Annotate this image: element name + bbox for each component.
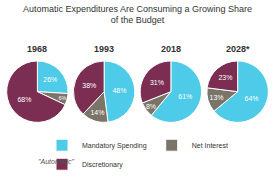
svg-text:26%: 26% bbox=[43, 76, 57, 83]
svg-text:Mandatory Spending: Mandatory Spending bbox=[82, 142, 147, 150]
svg-text:48%: 48% bbox=[112, 87, 126, 94]
svg-text:31%: 31% bbox=[150, 79, 164, 86]
svg-text:64%: 64% bbox=[245, 95, 259, 102]
svg-text:Discretionary: Discretionary bbox=[82, 161, 123, 169]
svg-text:14%: 14% bbox=[90, 109, 104, 116]
svg-text:23%: 23% bbox=[218, 74, 232, 81]
svg-text:2028*: 2028* bbox=[226, 44, 250, 54]
svg-text:61%: 61% bbox=[178, 93, 192, 100]
svg-text:Automatic Expenditures Are Con: Automatic Expenditures Are Consuming a G… bbox=[23, 4, 252, 26]
svg-text:38%: 38% bbox=[82, 82, 96, 89]
svg-text:68%: 68% bbox=[17, 96, 31, 103]
svg-text:13%: 13% bbox=[210, 94, 224, 101]
svg-text:1968: 1968 bbox=[27, 44, 47, 54]
svg-text:2018: 2018 bbox=[161, 44, 181, 54]
svg-text:"Automatic": "Automatic" bbox=[38, 158, 75, 165]
svg-text:8%: 8% bbox=[146, 103, 156, 110]
svg-text:6%: 6% bbox=[58, 95, 66, 101]
svg-text:Net Interest: Net Interest bbox=[192, 142, 228, 149]
svg-text:1993: 1993 bbox=[94, 44, 114, 54]
